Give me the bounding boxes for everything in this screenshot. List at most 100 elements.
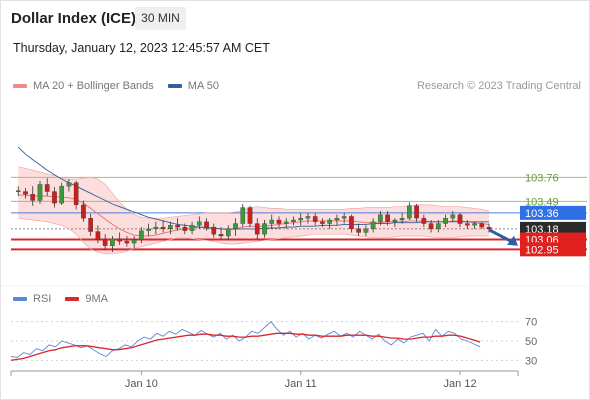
candle-body	[218, 234, 224, 237]
price-legend: MA 20 + Bollinger Bands MA 50	[13, 80, 233, 92]
candle-body	[168, 225, 173, 230]
legend-item-rsi: RSI	[13, 293, 51, 305]
candle-body	[81, 204, 86, 219]
candle-body	[254, 223, 260, 235]
candle-body	[269, 219, 275, 224]
candle-body	[479, 223, 485, 228]
x-tick-label: Jan 11	[285, 378, 317, 390]
candle-body	[414, 205, 419, 219]
ma50-line	[17, 146, 489, 230]
credit-text: Research © 2023 Trading Central	[416, 80, 581, 92]
candle-body	[312, 216, 318, 222]
candle-body	[44, 184, 50, 192]
candle-body	[102, 239, 108, 246]
candle-body	[240, 207, 246, 224]
candle-body	[443, 218, 448, 224]
candle-body	[407, 205, 412, 219]
candle-body	[334, 218, 340, 221]
candle-body	[450, 214, 456, 219]
candle-body	[363, 228, 369, 233]
forecast-arrow-line	[488, 228, 515, 245]
legend-item-ma20: MA 20 + Bollinger Bands	[13, 80, 154, 92]
level-label-103.49: 103.49	[525, 196, 559, 208]
candle-body	[182, 226, 188, 231]
candle-body	[225, 228, 231, 237]
legend-item-9ma: 9MA	[65, 293, 108, 305]
candle-body	[146, 228, 151, 231]
level-tag-103.18	[520, 221, 586, 236]
candle-body	[211, 226, 217, 235]
candle-body	[327, 219, 333, 224]
x-tick-label: Jan 12	[444, 378, 477, 390]
candle-body	[37, 184, 43, 201]
candle-body	[320, 221, 325, 224]
candle-body	[356, 228, 361, 233]
candle-body	[399, 218, 405, 221]
candle-body	[457, 214, 463, 224]
candle-body	[175, 225, 180, 228]
candle-body	[421, 218, 427, 224]
candle-body	[139, 230, 144, 240]
legend-swatch-icon	[13, 84, 27, 88]
candle-body	[385, 214, 390, 222]
legend-label: RSI	[33, 293, 52, 305]
candle-body	[233, 223, 238, 230]
rsi-tick-label: 70	[525, 317, 537, 329]
candle-body	[124, 241, 130, 244]
level-label-103.76: 103.76	[525, 172, 559, 184]
candle-body	[117, 238, 122, 242]
candle-body	[486, 226, 492, 230]
candle-body	[436, 223, 441, 230]
candle-body	[95, 231, 101, 240]
legend-label: 9MA	[85, 293, 108, 305]
candle-body	[59, 186, 65, 204]
ma20-line	[18, 194, 490, 237]
candle-body	[341, 216, 347, 219]
candle-body	[88, 218, 93, 232]
legend-swatch-icon	[65, 297, 80, 301]
legend-item-ma50: MA 50	[167, 80, 219, 92]
candle-body	[52, 191, 57, 204]
candle-body	[15, 190, 21, 192]
forecast-arrow-head-icon	[507, 235, 518, 246]
candle-body	[276, 219, 282, 224]
x-tick-label: Jan 10	[125, 378, 158, 390]
candle-body	[189, 225, 195, 231]
candle-body	[370, 221, 376, 230]
rsi-tick-label: 50	[525, 336, 537, 348]
candle-body	[66, 182, 72, 187]
level-label-102.95: 102.95	[525, 244, 559, 256]
candle-body	[428, 223, 434, 230]
page-title: Dollar Index (ICE)	[11, 10, 137, 27]
candle-body	[131, 239, 137, 244]
candle-body	[153, 226, 159, 230]
candle-body	[464, 223, 470, 226]
candle-body	[349, 216, 354, 230]
timestamp: Thursday, January 12, 2023 12:45:57 AM C…	[13, 41, 270, 55]
legend-swatch-icon	[167, 84, 182, 88]
bollinger-band-area	[18, 166, 489, 254]
candle-body	[73, 182, 79, 206]
candle-body	[283, 221, 289, 224]
candle-body	[110, 238, 115, 246]
candle-body	[247, 207, 253, 224]
candle-body	[305, 216, 311, 219]
level-tag-102.95	[520, 242, 586, 257]
level-tag-103.36	[520, 205, 586, 220]
candle-body	[392, 219, 398, 222]
candle-body	[196, 221, 202, 226]
timeframe-badge[interactable]: 30 MIN	[135, 7, 186, 30]
rsi-legend: RSI 9MA	[13, 293, 122, 305]
candle-body	[298, 218, 304, 221]
candle-body	[472, 223, 477, 226]
legend-label: MA 20 + Bollinger Bands	[33, 80, 154, 92]
legend-label: MA 50	[187, 80, 219, 92]
rsi-series-9ma	[10, 332, 481, 361]
level-label-103.36: 103.36	[525, 208, 559, 220]
candle-body	[378, 214, 383, 222]
candle-body	[160, 226, 166, 230]
candle-body	[262, 223, 267, 235]
candle-body	[30, 194, 36, 201]
candle-body	[204, 221, 209, 228]
